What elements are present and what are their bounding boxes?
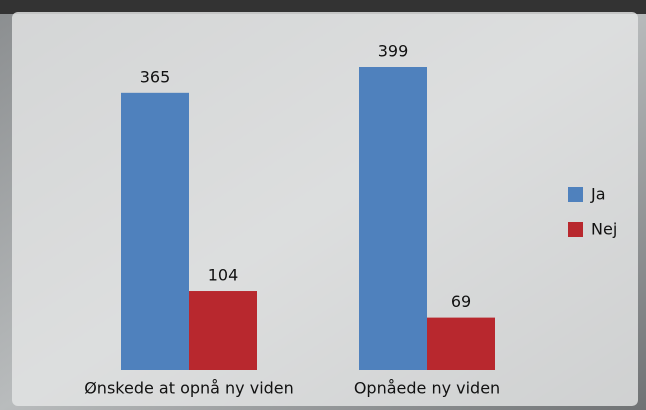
legend-swatch <box>568 222 583 237</box>
x-tick-label: Opnåede ny viden <box>354 379 500 398</box>
legend-label: Ja <box>590 185 606 204</box>
bar <box>121 93 189 370</box>
legend-label: Nej <box>591 220 617 239</box>
value-label: 104 <box>208 266 239 285</box>
legend-swatch <box>568 187 583 202</box>
page: 365 104 Ønskede at opnå ny viden 399 69 Opnåe… <box>0 0 646 410</box>
title-band <box>0 0 646 14</box>
chart-panel <box>12 12 638 406</box>
bar <box>189 291 257 370</box>
value-label: 69 <box>451 292 471 311</box>
value-label: 399 <box>378 42 409 61</box>
bar <box>427 318 495 370</box>
x-tick-label: Ønskede at opnå ny viden <box>84 379 294 398</box>
value-label: 365 <box>140 67 171 86</box>
chart: 365 104 Ønskede at opnå ny viden 399 69 Opnåe… <box>0 0 646 410</box>
bar <box>359 67 427 370</box>
